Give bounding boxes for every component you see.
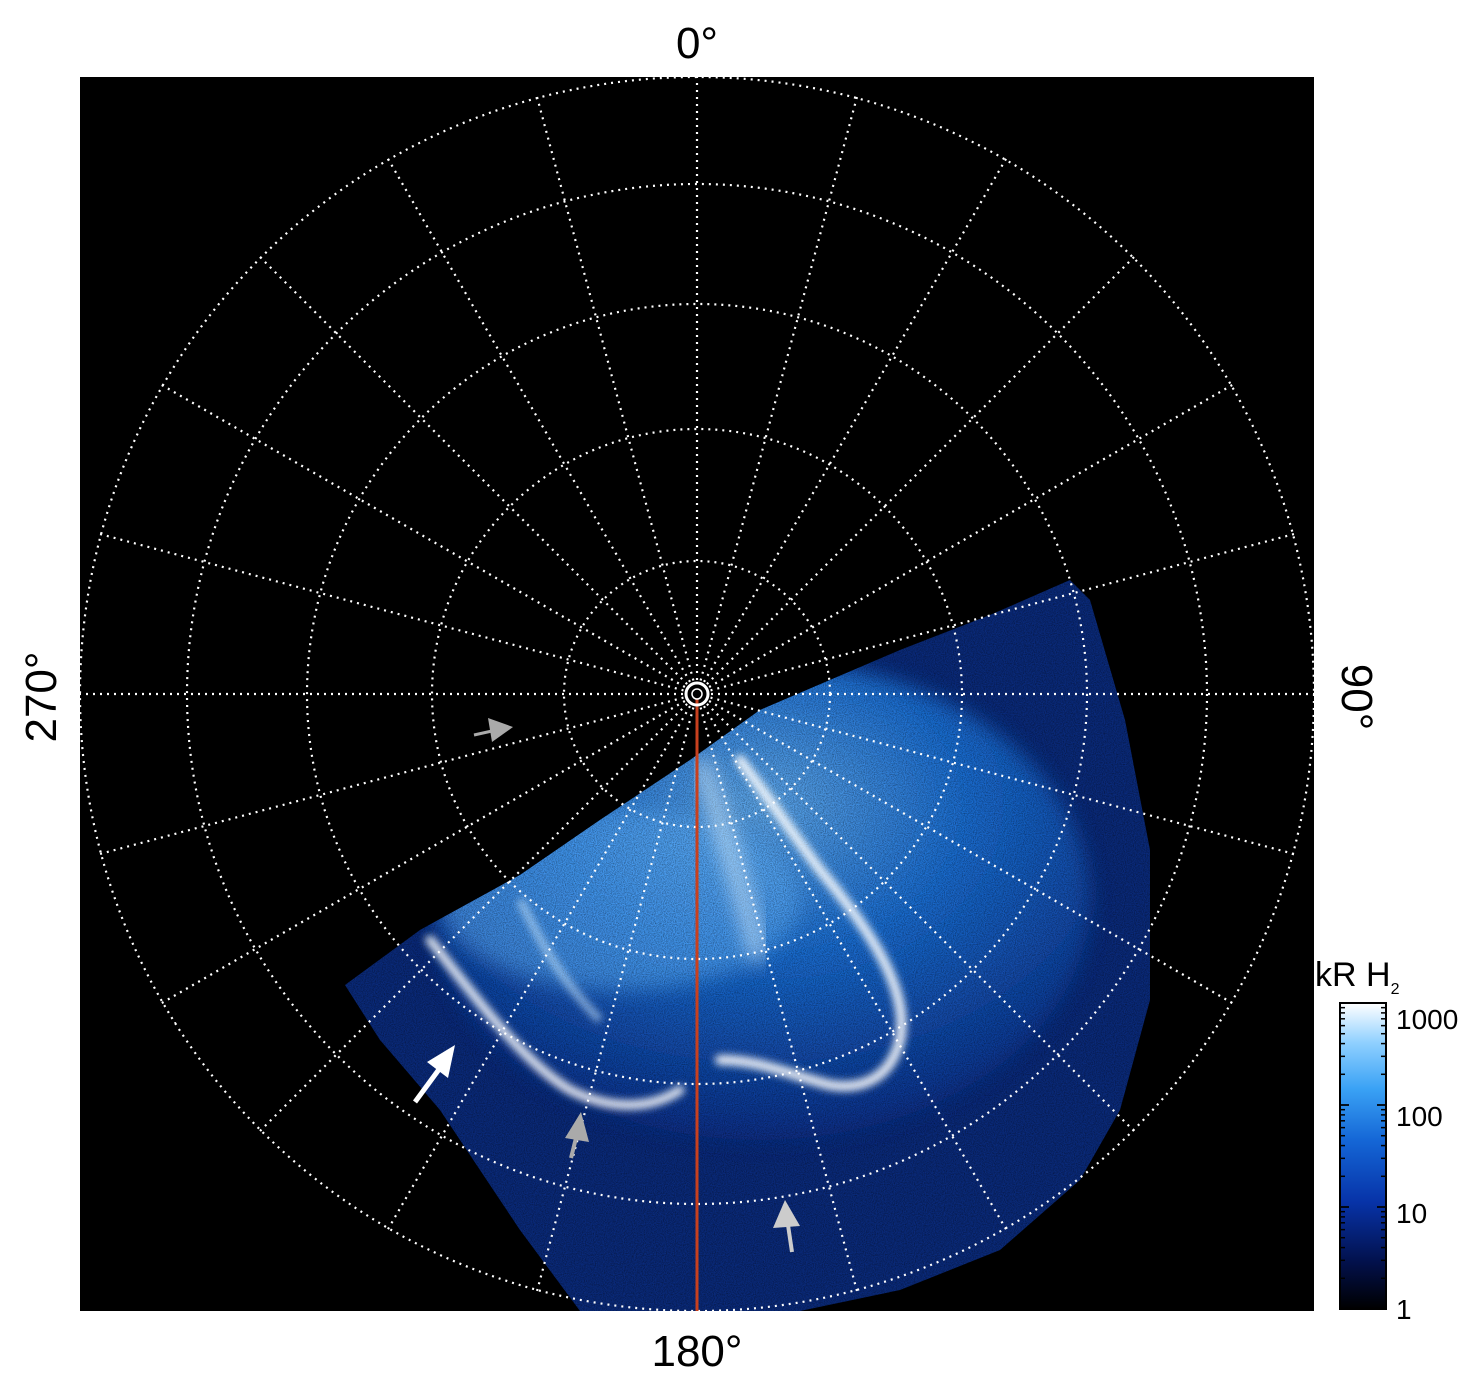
longitude-line [257, 254, 688, 685]
polar-grid [80, 77, 1314, 1311]
colorbar-tick-label-1: 1 [1396, 1294, 1412, 1325]
colorbar-title: kR H2 [1315, 956, 1400, 998]
longitude-line [703, 705, 1008, 1232]
longitude-line [703, 156, 1008, 683]
longitude-line [699, 707, 859, 1294]
gray-arrow-upper [473, 718, 513, 742]
longitude-line [699, 94, 859, 681]
colorbar-tick-label-100: 100 [1396, 1101, 1443, 1132]
white-arrow [412, 1045, 455, 1104]
longitude-line [159, 383, 686, 688]
longitude-line [159, 700, 686, 1005]
longitude-line [708, 700, 1235, 1005]
longitude-line [706, 703, 1137, 1134]
label-bottom-180deg: 180° [651, 1327, 742, 1376]
longitude-line [535, 707, 695, 1294]
latitude-circle [430, 427, 964, 961]
colorbar-gradient [1339, 1002, 1387, 1310]
pole-marker [684, 681, 710, 707]
label-right-90deg: 90° [1332, 664, 1381, 731]
longitude-line [97, 696, 684, 856]
longitude-line [257, 703, 688, 1134]
longitude-line [708, 383, 1235, 688]
main-auroral-oval-arc [425, 935, 685, 1110]
longitude-line [706, 254, 1137, 685]
longitude-line [710, 696, 1297, 856]
colorbar-tick-label-1000: 1000 [1396, 1004, 1458, 1035]
longitude-line [386, 156, 691, 683]
longitude-line [535, 94, 695, 681]
gray-arrow-lower-left [565, 1112, 589, 1159]
inner-oval-arc [715, 755, 907, 1092]
gray-arrow-lower-right [773, 1200, 800, 1253]
longitude-line [386, 705, 691, 1232]
label-top-0deg: 0° [676, 19, 718, 68]
longitude-line [97, 532, 684, 692]
colorbar-ticks [1340, 1002, 1386, 1310]
label-left-270deg: 270° [17, 651, 66, 742]
colorbar: kR H2 1000 100 10 1 [1315, 956, 1458, 1325]
latitude-circle [185, 182, 1209, 1206]
latitude-circle [305, 302, 1089, 1086]
colorbar-tick-label-10: 10 [1396, 1198, 1427, 1229]
longitude-line [710, 532, 1297, 692]
